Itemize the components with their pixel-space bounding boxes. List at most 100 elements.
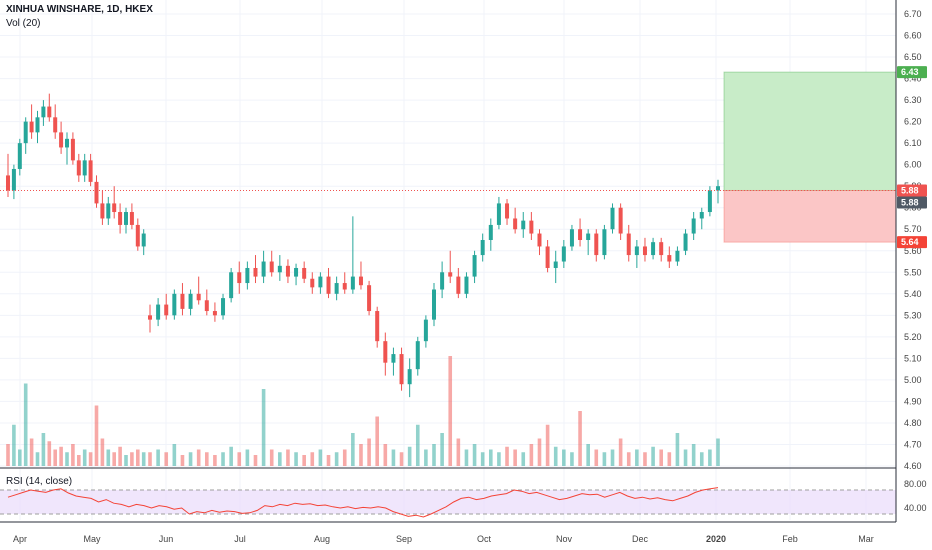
volume-bar bbox=[130, 452, 134, 466]
candle-body bbox=[82, 160, 87, 176]
volume-bar bbox=[367, 438, 371, 466]
stop-price-tag-bg bbox=[897, 236, 927, 249]
candle-body bbox=[124, 212, 128, 225]
loss-zone bbox=[723, 189, 897, 243]
candle-body bbox=[221, 298, 226, 316]
candle-body bbox=[699, 212, 704, 219]
candle-body bbox=[521, 220, 526, 230]
entry-price-tag-bg bbox=[897, 196, 927, 209]
candle-body bbox=[642, 246, 647, 256]
volume-bar bbox=[659, 449, 663, 466]
volume-bar bbox=[302, 455, 306, 466]
volume-bar bbox=[286, 449, 290, 466]
volume-bar bbox=[359, 444, 363, 466]
volume-bar bbox=[480, 452, 485, 466]
candle-body bbox=[118, 212, 123, 225]
candle-body bbox=[707, 190, 712, 213]
candle-body bbox=[76, 160, 81, 176]
volume-bar bbox=[180, 455, 185, 466]
candle-body bbox=[716, 186, 720, 191]
price-tick-label: 4.60 bbox=[904, 461, 922, 471]
volume-bar bbox=[683, 449, 688, 466]
price-tick-label: 6.20 bbox=[904, 117, 922, 127]
candle-body bbox=[112, 203, 117, 213]
rsi-tick-label: 80.00 bbox=[904, 479, 927, 489]
candle-body bbox=[326, 276, 331, 294]
price-tick-label: 5.70 bbox=[904, 224, 922, 234]
candle-body bbox=[204, 300, 209, 312]
volume-bar bbox=[505, 446, 509, 466]
volume-bar bbox=[432, 444, 436, 466]
candle-body bbox=[277, 265, 282, 273]
time-tick-label: May bbox=[83, 534, 101, 544]
volume-bar bbox=[237, 452, 242, 466]
rsi-legend[interactable]: RSI (14, close) bbox=[6, 476, 73, 487]
candle-body bbox=[691, 218, 696, 234]
volume-bar bbox=[334, 452, 339, 466]
symbol-legend[interactable]: XINHUA WINSHARE, 1D, HKEX bbox=[6, 4, 153, 15]
candle-body bbox=[141, 233, 146, 247]
volume-bar bbox=[586, 444, 590, 466]
volume-bar bbox=[635, 449, 639, 466]
candle-body bbox=[342, 283, 347, 290]
volume-bar bbox=[229, 446, 233, 466]
volume-bar bbox=[245, 449, 250, 466]
time-tick-label: Feb bbox=[782, 534, 798, 544]
time-tick-label: Oct bbox=[477, 534, 492, 544]
volume-legend[interactable]: Vol (20) bbox=[6, 18, 41, 29]
candle-body bbox=[553, 261, 558, 268]
volume-bar bbox=[6, 444, 10, 466]
volume-bar bbox=[18, 449, 22, 466]
volume-bar bbox=[141, 452, 146, 466]
volume-bar bbox=[29, 438, 34, 466]
volume-bar bbox=[205, 452, 209, 466]
volume-bar bbox=[675, 433, 680, 466]
candle-body bbox=[285, 265, 290, 277]
volume-bar bbox=[59, 446, 63, 466]
candle-body bbox=[65, 138, 69, 148]
volume-bar bbox=[94, 405, 99, 466]
time-tick-label: Jul bbox=[234, 534, 246, 544]
candle-body bbox=[94, 181, 99, 204]
candle-body bbox=[229, 272, 234, 299]
volume-bar bbox=[521, 452, 526, 466]
price-tick-label: 4.70 bbox=[904, 439, 922, 449]
price-tick-label: 5.30 bbox=[904, 310, 922, 320]
rsi-line bbox=[7, 487, 719, 518]
volume-bar bbox=[106, 449, 111, 466]
price-tick-label: 6.00 bbox=[904, 160, 922, 170]
volume-bar bbox=[489, 449, 493, 466]
time-tick-label: Aug bbox=[314, 534, 330, 544]
volume-bar bbox=[35, 452, 40, 466]
volume-bar bbox=[71, 444, 75, 466]
price-tick-label: 5.10 bbox=[904, 353, 922, 363]
candle-body bbox=[148, 315, 152, 320]
candle-body bbox=[129, 212, 134, 225]
entry-price-tag: 5.88 bbox=[901, 197, 919, 207]
volume-bar bbox=[391, 449, 396, 466]
candle-body bbox=[432, 289, 436, 320]
volume-bar bbox=[610, 449, 615, 466]
candle-body bbox=[399, 354, 404, 385]
position-zones bbox=[723, 71, 897, 243]
price-tick-label: 6.50 bbox=[904, 52, 922, 62]
candle-body bbox=[180, 293, 185, 309]
candle-body bbox=[302, 267, 307, 279]
candle-body bbox=[415, 341, 420, 370]
candle-body bbox=[164, 304, 169, 316]
candle-body bbox=[634, 246, 639, 256]
candle-body bbox=[505, 203, 510, 219]
candle-body bbox=[188, 293, 193, 309]
candle-body bbox=[423, 319, 428, 342]
time-tick-label: Sep bbox=[396, 534, 412, 544]
volume-bar bbox=[415, 424, 420, 466]
volume-bar bbox=[136, 449, 140, 466]
candle-body bbox=[529, 220, 534, 234]
volume-bar bbox=[626, 452, 631, 466]
volume-bar bbox=[699, 452, 704, 466]
volume-bar bbox=[545, 424, 550, 466]
volume-bar bbox=[456, 438, 461, 466]
volume-bar bbox=[213, 455, 217, 466]
rsi-tick-label: 40.00 bbox=[904, 503, 927, 513]
volume-bar bbox=[472, 444, 477, 466]
